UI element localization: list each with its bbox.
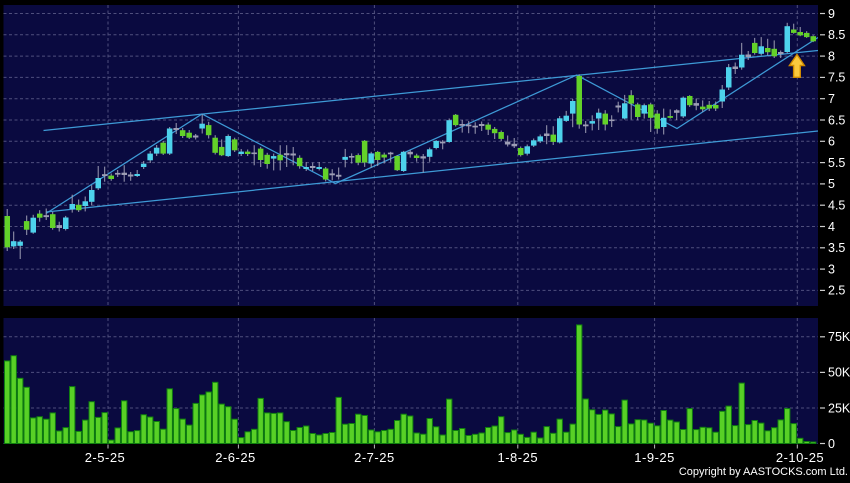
svg-text:5.5: 5.5 xyxy=(828,156,845,170)
svg-text:6.5: 6.5 xyxy=(828,113,845,127)
svg-text:8.5: 8.5 xyxy=(828,28,845,42)
svg-text:1-8-25: 1-8-25 xyxy=(498,450,539,465)
svg-text:7.5: 7.5 xyxy=(828,71,845,85)
svg-text:8: 8 xyxy=(828,49,835,63)
svg-text:5: 5 xyxy=(828,177,835,191)
svg-text:Copyright by AASTOCKS.com Ltd.: Copyright by AASTOCKS.com Ltd. xyxy=(679,466,848,478)
svg-text:4: 4 xyxy=(828,220,835,234)
svg-text:1-9-25: 1-9-25 xyxy=(634,450,675,465)
svg-text:25K: 25K xyxy=(828,401,850,415)
svg-text:2-10-25: 2-10-25 xyxy=(776,450,824,465)
svg-text:7: 7 xyxy=(828,92,835,106)
svg-text:2-6-25: 2-6-25 xyxy=(215,450,256,465)
svg-text:75K: 75K xyxy=(828,330,850,344)
svg-text:50K: 50K xyxy=(828,366,850,380)
svg-text:4.5: 4.5 xyxy=(828,199,845,213)
svg-text:6: 6 xyxy=(828,135,835,149)
svg-text:0: 0 xyxy=(828,437,835,451)
svg-text:9: 9 xyxy=(828,7,835,21)
svg-text:3: 3 xyxy=(828,262,835,276)
svg-text:3.5: 3.5 xyxy=(828,241,845,255)
svg-text:2.5: 2.5 xyxy=(828,284,845,298)
svg-text:2-5-25: 2-5-25 xyxy=(85,450,126,465)
svg-text:2-7-25: 2-7-25 xyxy=(354,450,395,465)
